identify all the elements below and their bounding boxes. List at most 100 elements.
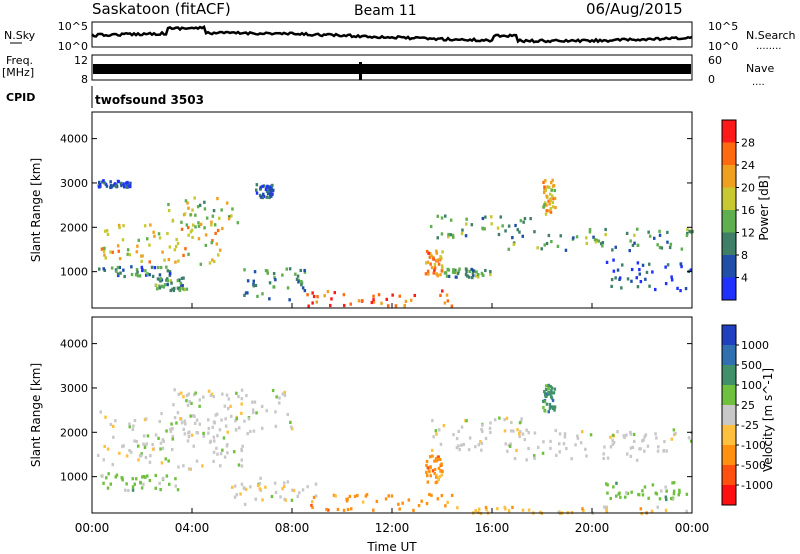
velocity-cell-382 [455, 446, 459, 450]
velocity-cell-31 [221, 448, 224, 452]
power-cell-519 [585, 241, 589, 245]
velocity-cell-241 [290, 498, 294, 502]
velocity-cell-74 [122, 444, 125, 448]
power-cell-471 [481, 273, 485, 277]
power-cell-56 [102, 249, 106, 253]
velocity-cell-12 [149, 454, 152, 458]
power-cell-153 [203, 226, 206, 230]
velocity-cell-64 [125, 454, 129, 458]
velocity-cell-424 [565, 447, 568, 451]
power-cell-344 [404, 299, 408, 303]
power-cell-335 [330, 297, 333, 301]
velocity-cell-284 [345, 499, 349, 503]
freq-trace [93, 64, 691, 74]
velocity-cell-265 [258, 487, 262, 491]
velocity-cell-87 [137, 444, 140, 448]
velocity-cell-139 [124, 488, 127, 492]
velocity-cell-195 [247, 417, 251, 421]
velocity-cell-281 [420, 499, 423, 503]
velocity-cell-352 [426, 480, 430, 484]
power-cell-14 [180, 227, 184, 231]
power-cell-341 [311, 291, 314, 295]
velocity-cell-158 [161, 476, 165, 480]
velocity-cell-433 [623, 435, 626, 440]
velocity-cell-570 [677, 493, 680, 497]
power-cell-601 [636, 285, 640, 289]
velocity-cell-339 [431, 454, 434, 458]
velocity-cell-479 [687, 436, 691, 440]
power-cell-401 [490, 215, 493, 219]
velocity-cell-466 [662, 449, 666, 453]
power-cell-414 [444, 214, 447, 218]
power-cell-325 [446, 299, 450, 303]
velocity-cell-42 [114, 419, 117, 423]
power-cell-258 [299, 268, 302, 273]
power-cell-587 [605, 260, 609, 264]
power-cell-101 [102, 267, 105, 271]
velocity-cell-255 [283, 481, 286, 485]
colorbar-swatch-0-7 [722, 277, 736, 301]
velocity-cell-242 [296, 494, 299, 498]
power-cell-138 [159, 279, 162, 283]
power-cell-116 [158, 284, 161, 288]
velocity-cell-151 [141, 475, 144, 479]
velocity-cell-46 [212, 435, 216, 439]
velocity-cell-23 [222, 436, 226, 440]
velocity-cell-567 [643, 485, 647, 489]
power-cell-135 [179, 281, 183, 285]
power-cell-387 [433, 266, 437, 270]
velocity-cell-560 [665, 497, 668, 502]
velocity-cell-412 [643, 449, 646, 453]
nave-legend-line: .... [752, 77, 765, 88]
velocity-cell-557 [641, 493, 645, 497]
velocity-cell-32 [121, 444, 124, 448]
velocity-cell-94 [213, 439, 216, 443]
power-cell-339 [326, 290, 330, 294]
colorbar-swatch-1-3 [722, 385, 736, 406]
power-cell-551 [548, 185, 551, 189]
power-cell-94 [123, 274, 126, 279]
colorbar-swatch-0-0 [722, 120, 736, 143]
velocity-cell-41 [135, 439, 138, 444]
power-cell-442 [458, 267, 461, 271]
velocity-cell-130 [121, 478, 124, 482]
velocity-cell-124 [140, 486, 144, 490]
velocity-cell-601 [511, 505, 514, 509]
velocity-cell-264 [270, 494, 274, 499]
velocity-cell-571 [605, 482, 608, 486]
power-cell-505 [588, 230, 592, 234]
power-cell-509 [575, 235, 579, 239]
x-tick-label-1: 04:00 [175, 521, 210, 535]
power-cell-599 [630, 267, 634, 272]
power-cell-582 [645, 270, 649, 274]
velocity-cell-524 [544, 388, 548, 392]
power-cell-450 [475, 274, 478, 278]
power-cell-173 [193, 196, 196, 200]
velocity-cell-245 [311, 500, 314, 504]
velocity-cell-547 [678, 490, 681, 494]
velocity-cell-118 [112, 424, 115, 428]
velocity-cell-501 [553, 408, 556, 412]
velocity-cell-97 [215, 412, 219, 416]
power-cell-115 [162, 285, 165, 289]
power-cell-540 [548, 202, 551, 206]
power-cell-268 [252, 284, 255, 288]
power-cell-477 [628, 249, 631, 253]
velocity-cell-581 [485, 508, 488, 512]
power-cell-124 [166, 283, 169, 287]
velocity-cell-17 [177, 465, 180, 469]
velocity-cell-40 [146, 434, 150, 438]
velocity-cell-117 [198, 422, 202, 426]
power-cell-476 [666, 240, 669, 244]
power-cell-497 [648, 234, 652, 238]
power-cell-446 [489, 273, 492, 277]
velocity-cell-525 [550, 389, 553, 393]
power-cell-520 [536, 246, 539, 250]
power-cell-533 [542, 180, 545, 184]
y-tick-label-1-2: 3000 [60, 382, 88, 395]
power-cell-500 [685, 233, 689, 238]
colorbar-swatch-1-0 [722, 325, 736, 346]
velocity-cell-80 [144, 417, 148, 421]
power-cell-518 [572, 236, 575, 240]
power-cell-382 [439, 255, 442, 259]
